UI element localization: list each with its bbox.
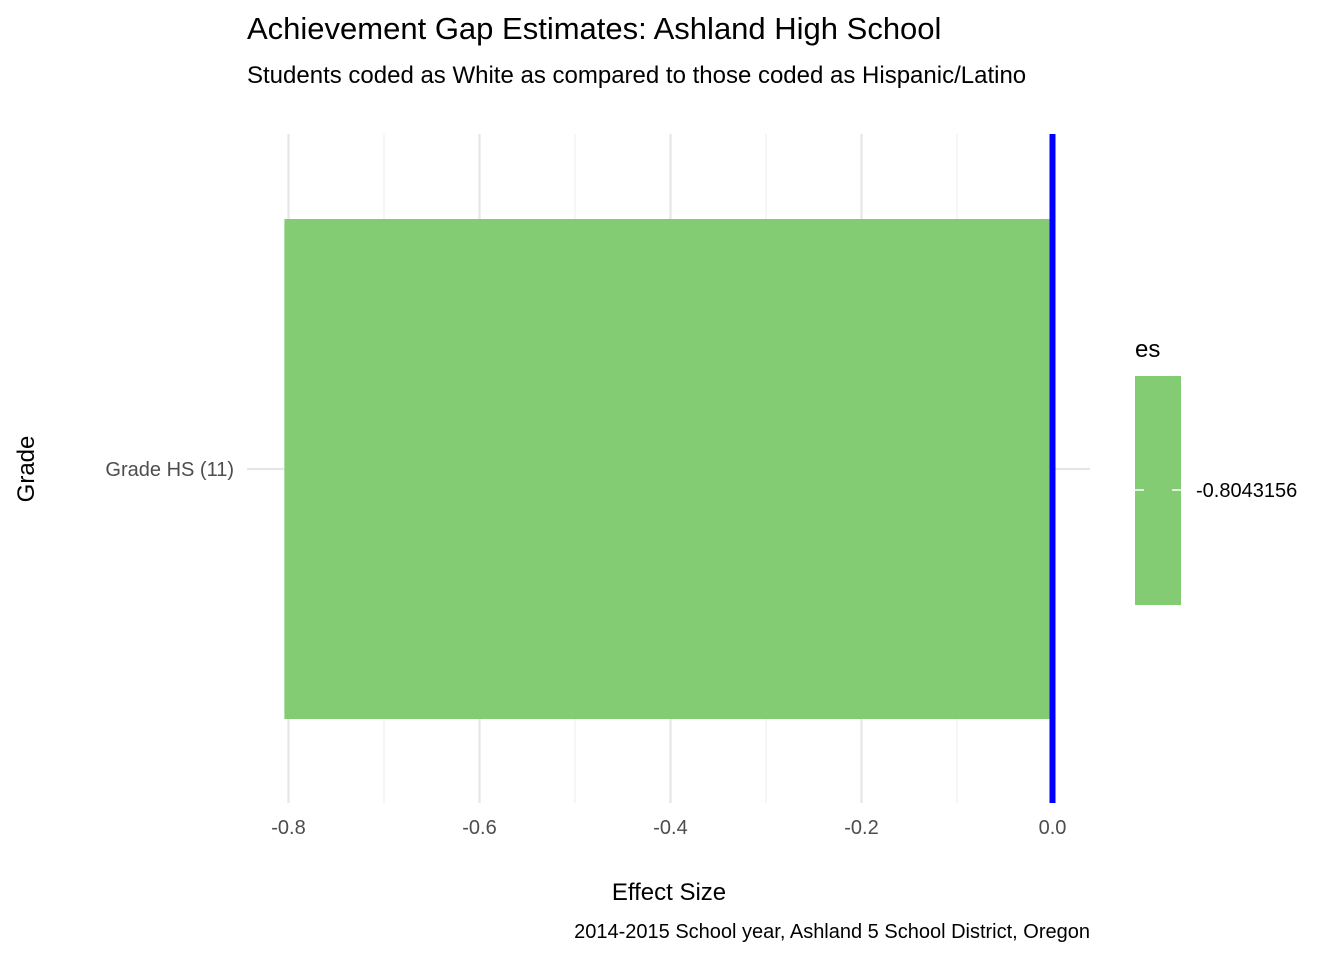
x-tick-label: -0.2: [844, 817, 878, 839]
x-tick-label: 0.0: [1039, 817, 1067, 839]
x-axis-title: Effect Size: [612, 879, 726, 906]
y-tick-label: Grade HS (11): [105, 459, 234, 481]
chart-caption: 2014-2015 School year, Ashland 5 School …: [574, 921, 1090, 943]
y-axis-title: Grade: [13, 436, 40, 503]
bar: [284, 219, 1053, 719]
chart-subtitle: Students coded as White as compared to t…: [247, 62, 1026, 89]
x-tick-label: -0.8: [271, 817, 305, 839]
y-tick-labels: Grade HS (11): [105, 459, 234, 481]
bars: [284, 219, 1053, 719]
legend-label: -0.8043156: [1196, 480, 1297, 502]
x-tick-label: -0.6: [462, 817, 496, 839]
legend: es -0.8043156: [1135, 336, 1297, 605]
legend-title: es: [1135, 336, 1160, 363]
x-tick-labels: -0.8 -0.6 -0.4 -0.2 0.0: [271, 817, 1066, 839]
x-tick-label: -0.4: [653, 817, 687, 839]
chart-title: Achievement Gap Estimates: Ashland High …: [247, 11, 941, 46]
